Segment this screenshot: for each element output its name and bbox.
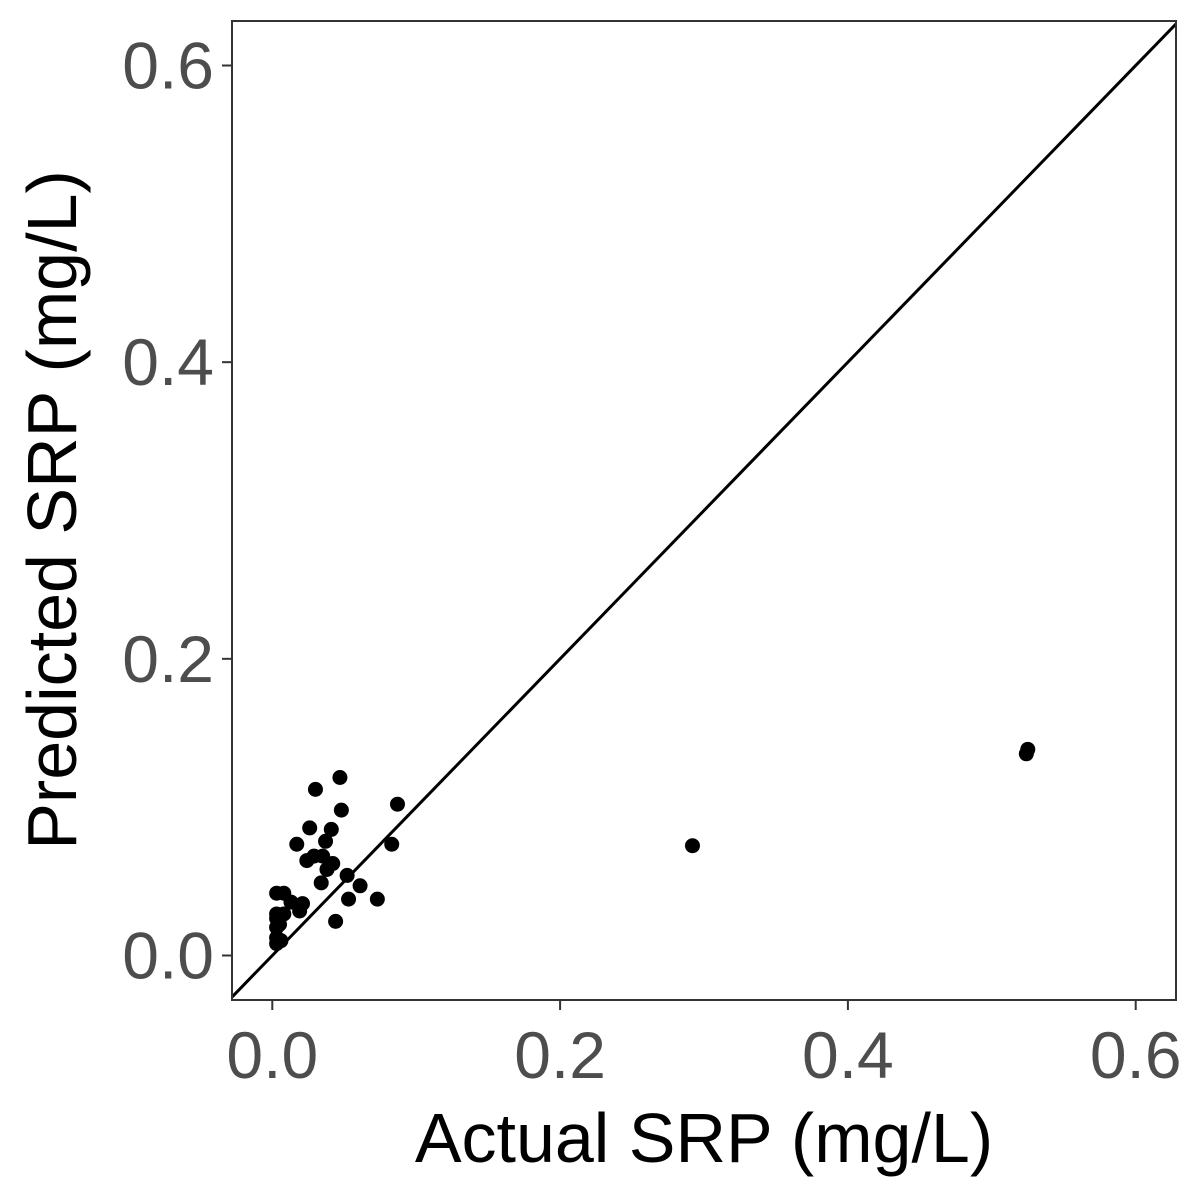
x-tick-label: 0.2 xyxy=(514,1018,606,1092)
data-point xyxy=(307,781,323,797)
data-point xyxy=(323,821,339,837)
data-point xyxy=(302,820,318,836)
data-point xyxy=(289,836,305,852)
data-point xyxy=(352,878,368,894)
plot-panel-border xyxy=(231,20,1177,1001)
x-tick-label: 0.0 xyxy=(226,1018,318,1092)
data-point xyxy=(339,867,355,883)
data-point xyxy=(341,891,357,907)
data-point xyxy=(318,833,334,849)
x-tick-label: 0.6 xyxy=(1090,1018,1182,1092)
data-point xyxy=(313,875,329,891)
y-tick-label: 0.0 xyxy=(122,919,214,993)
x-tick-label: 0.4 xyxy=(802,1018,894,1092)
data-point xyxy=(276,906,292,922)
data-point xyxy=(369,891,385,907)
data-point xyxy=(384,836,400,852)
y-tick-label: 0.4 xyxy=(122,325,214,399)
y-tick-label: 0.6 xyxy=(122,29,214,103)
y-tick-label: 0.2 xyxy=(122,622,214,696)
data-point xyxy=(328,913,344,929)
data-point xyxy=(684,838,700,854)
data-point xyxy=(333,802,349,818)
data-point xyxy=(295,896,311,912)
data-point xyxy=(273,933,289,949)
data-point xyxy=(332,770,348,785)
data-point xyxy=(325,856,341,872)
data-point xyxy=(389,796,405,812)
identity-reference-line xyxy=(230,22,1178,999)
data-point xyxy=(1020,741,1036,757)
y-axis-title: Predicted SRP (mg/L) xyxy=(13,170,91,850)
x-axis-title: Actual SRP (mg/L) xyxy=(415,1099,993,1177)
